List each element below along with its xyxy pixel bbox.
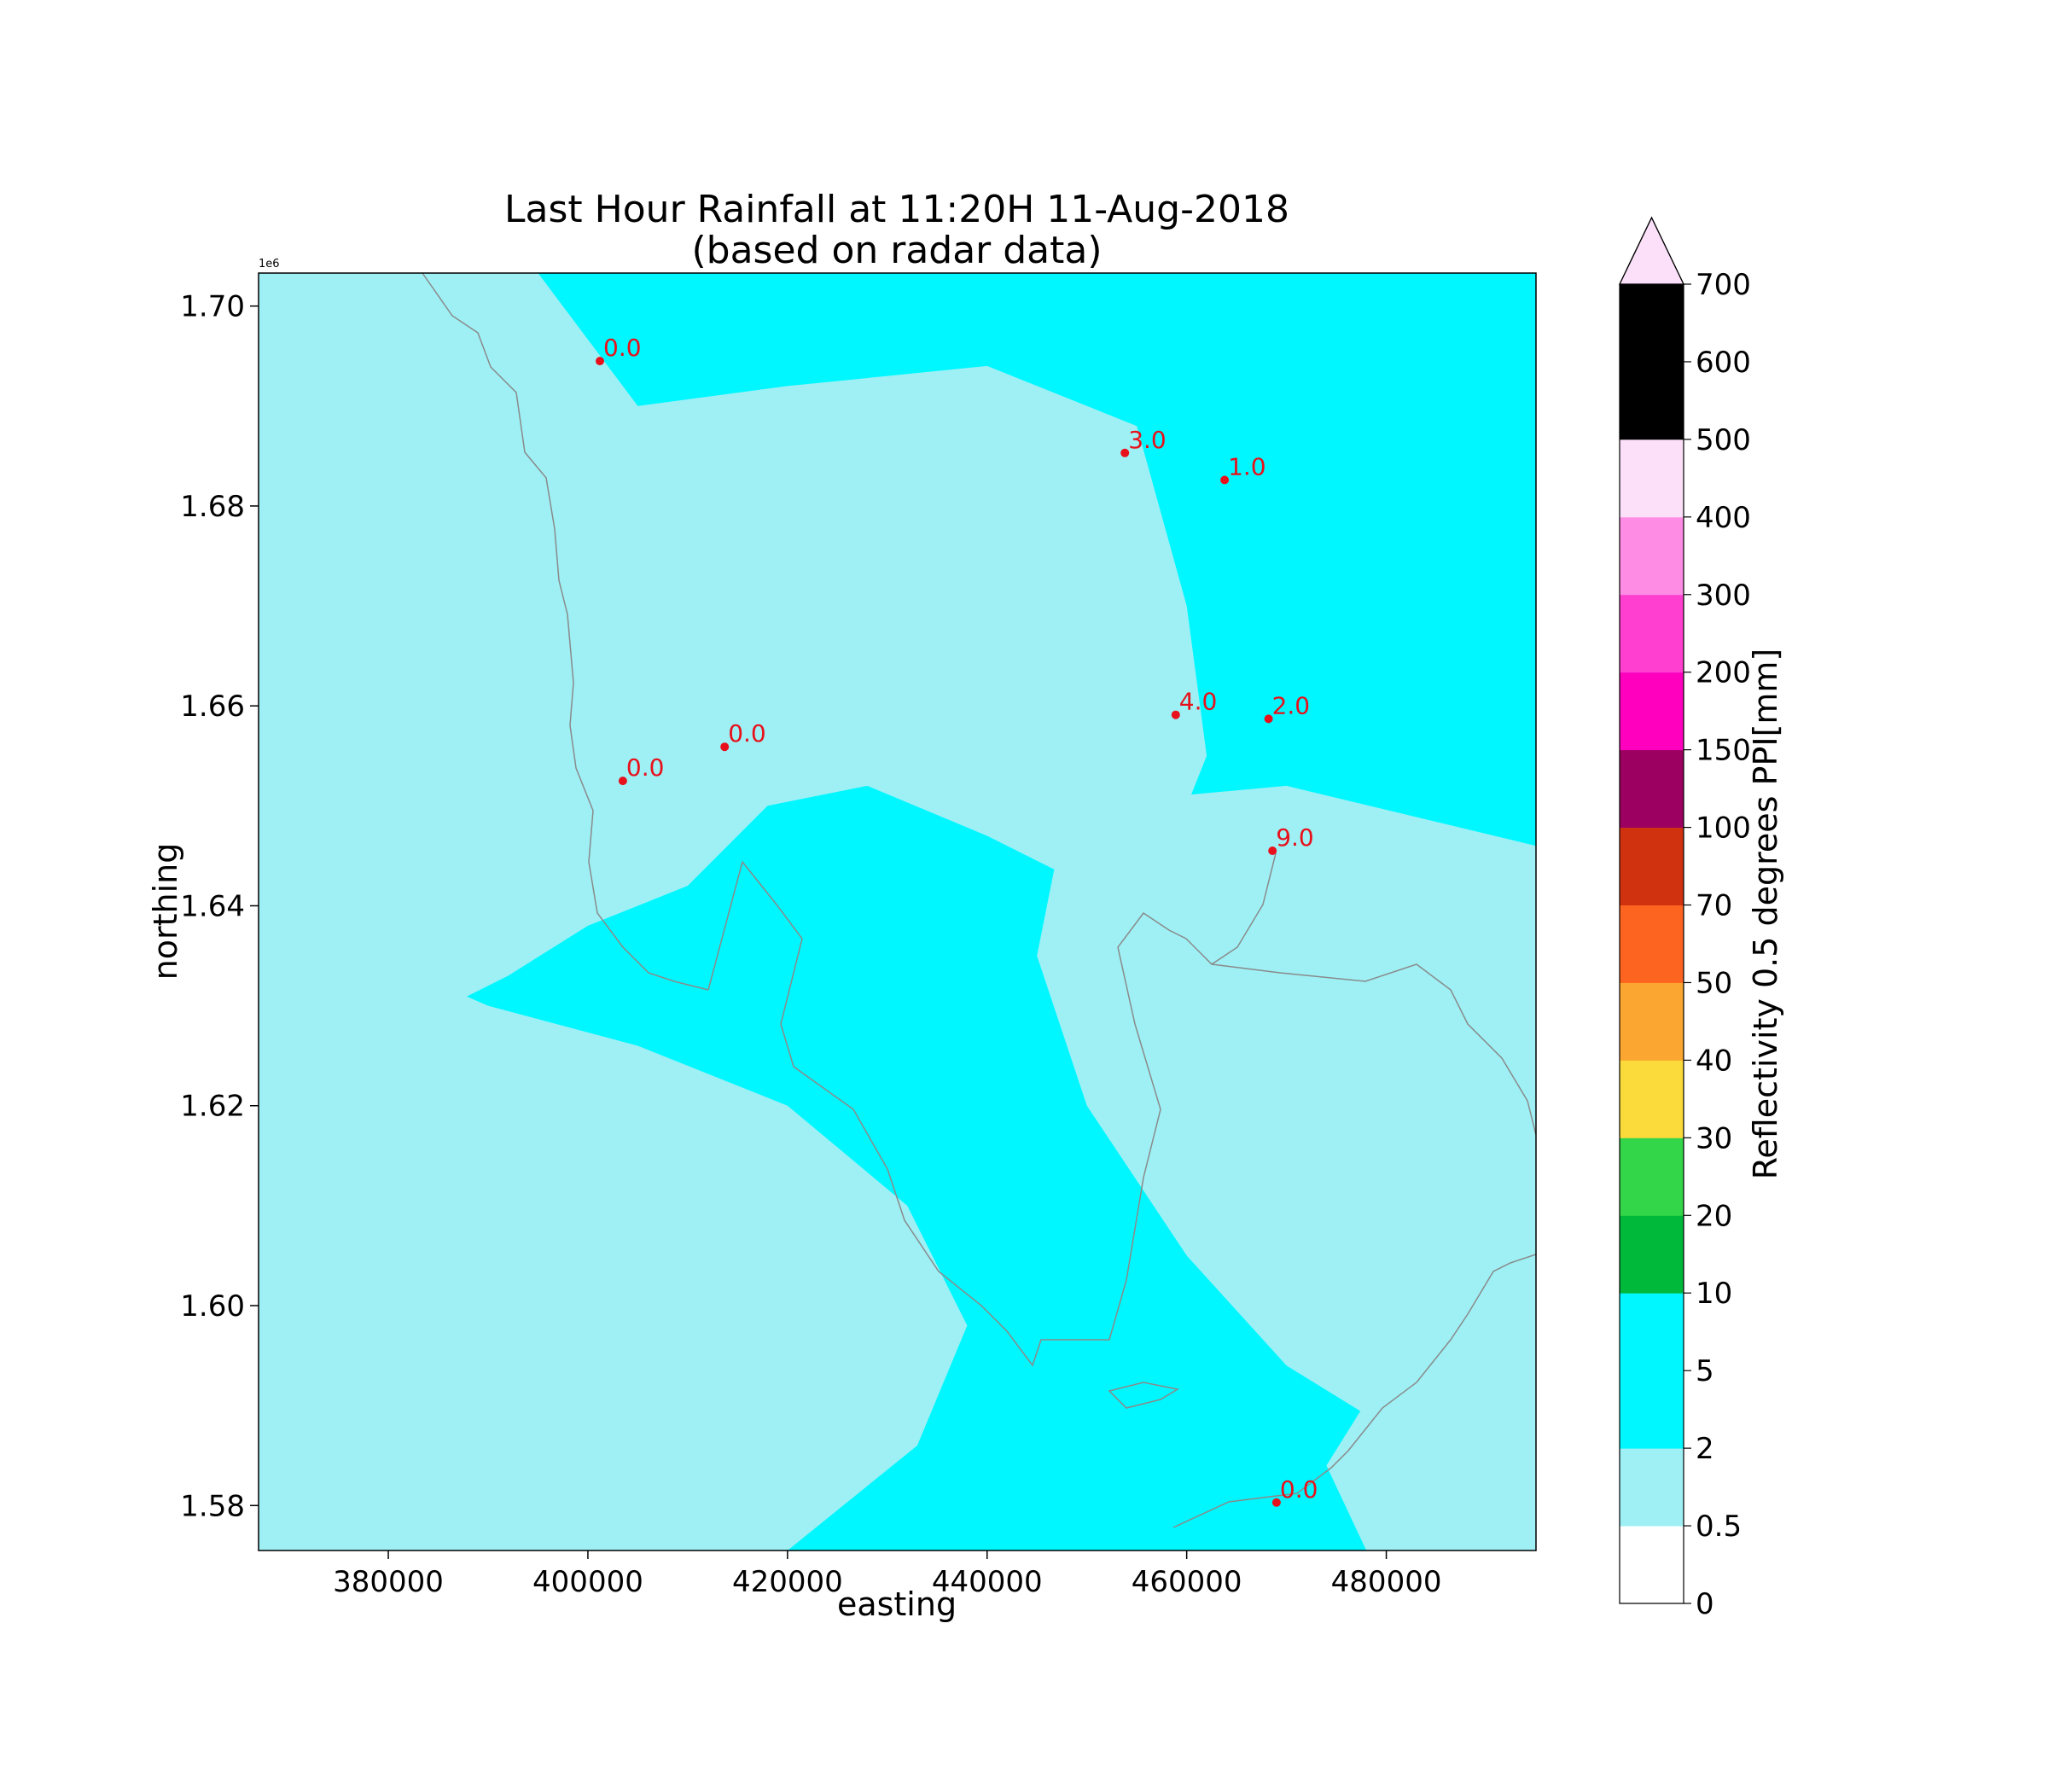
rain-region-2 [1037, 785, 1536, 1446]
x-tick-label-3: 440000 [932, 1565, 1043, 1599]
colorbar-segment-15 [1620, 361, 1684, 440]
colorbar-tick-label-16: 600 [1696, 346, 1751, 380]
plot-area: 0.0 3.0 1.0 4.0 2.0 0.0 0.0 9.0 0.0 [258, 272, 1537, 1551]
y-offset-label: 1e6 [259, 258, 280, 271]
colorbar-tick-label-10: 100 [1696, 812, 1751, 846]
colorbar: 0 0.5 2 5 10 20 30 40 50 70 100 150 200 300 400 500 600 7… [1619, 216, 1751, 1621]
colorbar-segment-16 [1620, 284, 1684, 363]
colorbar-segment-9 [1620, 827, 1684, 905]
x-axis: 380000 400000 420000 440000 460000 480000 [333, 1551, 1441, 1599]
gauge-marker-0 [596, 357, 604, 366]
gauge-label-8: 0.0 [1280, 1475, 1318, 1504]
colorbar-segment-5 [1620, 1137, 1684, 1216]
y-tick-label-5: 1.68 [180, 490, 245, 524]
border-line-east [1211, 963, 1536, 1136]
y-tick-label-4: 1.66 [180, 689, 245, 724]
colorbar-segment-1 [1620, 1448, 1684, 1527]
colorbar-tick-label-3: 5 [1696, 1354, 1714, 1388]
colorbar-tick-label-15: 500 [1696, 423, 1751, 457]
x-tick-label-0: 380000 [333, 1565, 444, 1599]
colorbar-segment-10 [1620, 749, 1684, 828]
gauge-label-4: 2.0 [1272, 691, 1311, 719]
gauge-label-5: 0.0 [728, 719, 766, 748]
gauge-label-7: 9.0 [1276, 823, 1314, 852]
colorbar-segment-6 [1620, 1060, 1684, 1138]
y-tick-label-2: 1.62 [180, 1090, 245, 1124]
colorbar-tick-label-8: 50 [1696, 966, 1732, 1000]
gauge-marker-5 [720, 742, 730, 752]
colorbar-tick-label-11: 150 [1696, 734, 1751, 768]
colorbar-segment-8 [1620, 905, 1684, 983]
x-tick-label-2: 420000 [732, 1565, 843, 1599]
border-line-central [707, 852, 1277, 1367]
gauge-label-6: 0.0 [626, 753, 665, 782]
border-line-south [1172, 1254, 1536, 1528]
colorbar-segment-0 [1620, 1526, 1684, 1604]
rain-region-0 [259, 273, 1207, 1076]
gauge-marker-7 [1268, 847, 1277, 855]
colorbar-segment-12 [1620, 594, 1684, 673]
colorbar-tick-label-2: 2 [1696, 1432, 1714, 1466]
colorbar-segment-13 [1620, 516, 1684, 596]
colorbar-tick-label-1: 0.5 [1696, 1510, 1742, 1544]
rain-region-3 [1326, 1255, 1536, 1551]
gauge-marker-2 [1220, 475, 1230, 485]
y-axis: 1.58 1.60 1.62 1.64 1.66 1.68 1.70 [180, 290, 259, 1523]
colorbar-segment-3 [1620, 1293, 1684, 1371]
colorbar-tick-label-5: 20 [1696, 1199, 1732, 1233]
gauge-marker-1 [1120, 448, 1130, 457]
y-axis-label: northing [147, 843, 184, 980]
colorbar-tick-label-14: 400 [1696, 501, 1751, 535]
colorbar-tick-label-9: 70 [1696, 889, 1732, 923]
gauge-stations: 0.0 3.0 1.0 4.0 2.0 0.0 0.0 9.0 0.0 [596, 334, 1318, 1507]
gauge-marker-8 [1271, 1498, 1281, 1507]
gauge-label-0: 0.0 [603, 334, 642, 362]
colorbar-tick-label-6: 30 [1696, 1121, 1732, 1155]
y-tick-label-1: 1.60 [180, 1289, 245, 1324]
colorbar-tick-label-13: 300 [1696, 579, 1751, 613]
gauge-label-3: 4.0 [1179, 688, 1218, 716]
colorbar-tick-label-7: 40 [1696, 1044, 1732, 1078]
colorbar-tick-label-4: 10 [1696, 1277, 1732, 1311]
rain-region-1 [259, 905, 968, 1551]
y-tick-label-0: 1.58 [180, 1489, 245, 1523]
border-lines [422, 273, 1536, 1528]
colorbar-outline [1619, 216, 1684, 1604]
gauge-label-1: 3.0 [1128, 426, 1167, 454]
chart-subtitle: (based on radar data) [691, 229, 1102, 272]
border-line-west [422, 273, 709, 991]
colorbar-segment-7 [1620, 982, 1684, 1061]
x-tick-label-4: 460000 [1132, 1565, 1242, 1599]
colorbar-segment-14 [1620, 439, 1684, 518]
colorbar-tick-label-17: 700 [1696, 268, 1751, 302]
chart-title: Last Hour Rainfall at 11:20H 11-Aug-2018 [504, 188, 1289, 231]
border-line-lake [1108, 1382, 1180, 1409]
colorbar-extend-arrow [1619, 216, 1684, 285]
x-tick-label-5: 480000 [1331, 1565, 1442, 1599]
gauge-marker-3 [1171, 710, 1180, 719]
y-tick-label-3: 1.64 [180, 889, 245, 923]
x-axis-label: easting [837, 1585, 957, 1623]
plot-frame [258, 272, 1537, 1551]
rain-layer [259, 273, 1536, 1551]
y-tick-label-6: 1.70 [180, 290, 245, 324]
colorbar-tick-label-0: 0 [1696, 1587, 1714, 1621]
colorbar-tick-label-12: 200 [1696, 656, 1751, 690]
colorbar-segment-4 [1620, 1215, 1684, 1294]
colorbar-segment-2 [1620, 1370, 1684, 1449]
gauge-label-2: 1.0 [1228, 453, 1266, 481]
gauge-marker-6 [618, 777, 627, 786]
colorbar-label: Reflectivity 0.5 degrees PPI[mm] [1747, 649, 1784, 1180]
gauge-marker-4 [1264, 714, 1273, 724]
colorbar-segment-11 [1620, 672, 1684, 751]
x-tick-label-1: 400000 [532, 1565, 643, 1599]
